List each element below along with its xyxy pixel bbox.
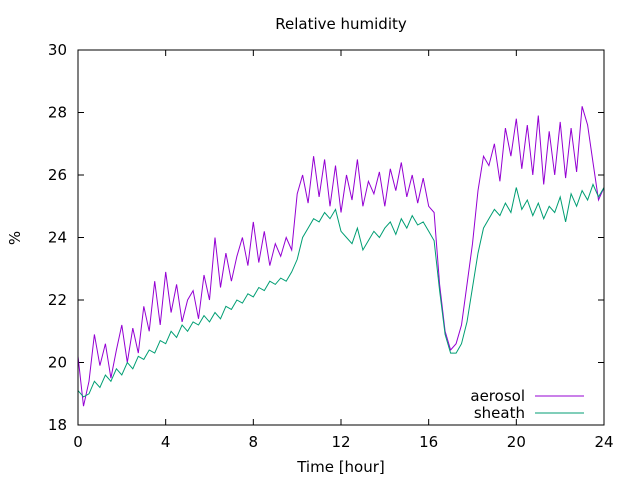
axis-ticks: 0 4 8 12 16 20 24 18 20 22 24 26 28 30 — [48, 41, 614, 451]
plot-frame — [77, 49, 605, 426]
x-tick-label: 0 — [73, 433, 83, 451]
x-tick-label: 24 — [594, 433, 613, 451]
x-tick-label: 20 — [507, 433, 526, 451]
y-tick-label: 24 — [48, 229, 67, 247]
y-axis-label: % — [6, 231, 24, 245]
x-tick-label: 8 — [249, 433, 259, 451]
y-tick-label: 18 — [48, 416, 67, 434]
y-tick-label: 20 — [48, 354, 67, 372]
series-line-aerosol — [77, 106, 605, 407]
y-tick-label: 26 — [48, 166, 67, 184]
y-tick-label: 30 — [48, 41, 67, 59]
chart-title: Relative humidity — [275, 15, 407, 33]
y-tick-label: 22 — [48, 291, 67, 309]
x-axis-label: Time [hour] — [296, 458, 385, 476]
legend-label-sheath: sheath — [474, 404, 525, 422]
series-lines — [77, 106, 605, 407]
legend-label-aerosol: aerosol — [470, 387, 525, 405]
y-tick-label: 28 — [48, 104, 67, 122]
series-line-sheath — [77, 183, 605, 398]
x-tick-label: 12 — [331, 433, 350, 451]
x-tick-label: 16 — [419, 433, 438, 451]
x-tick-label: 4 — [161, 433, 171, 451]
